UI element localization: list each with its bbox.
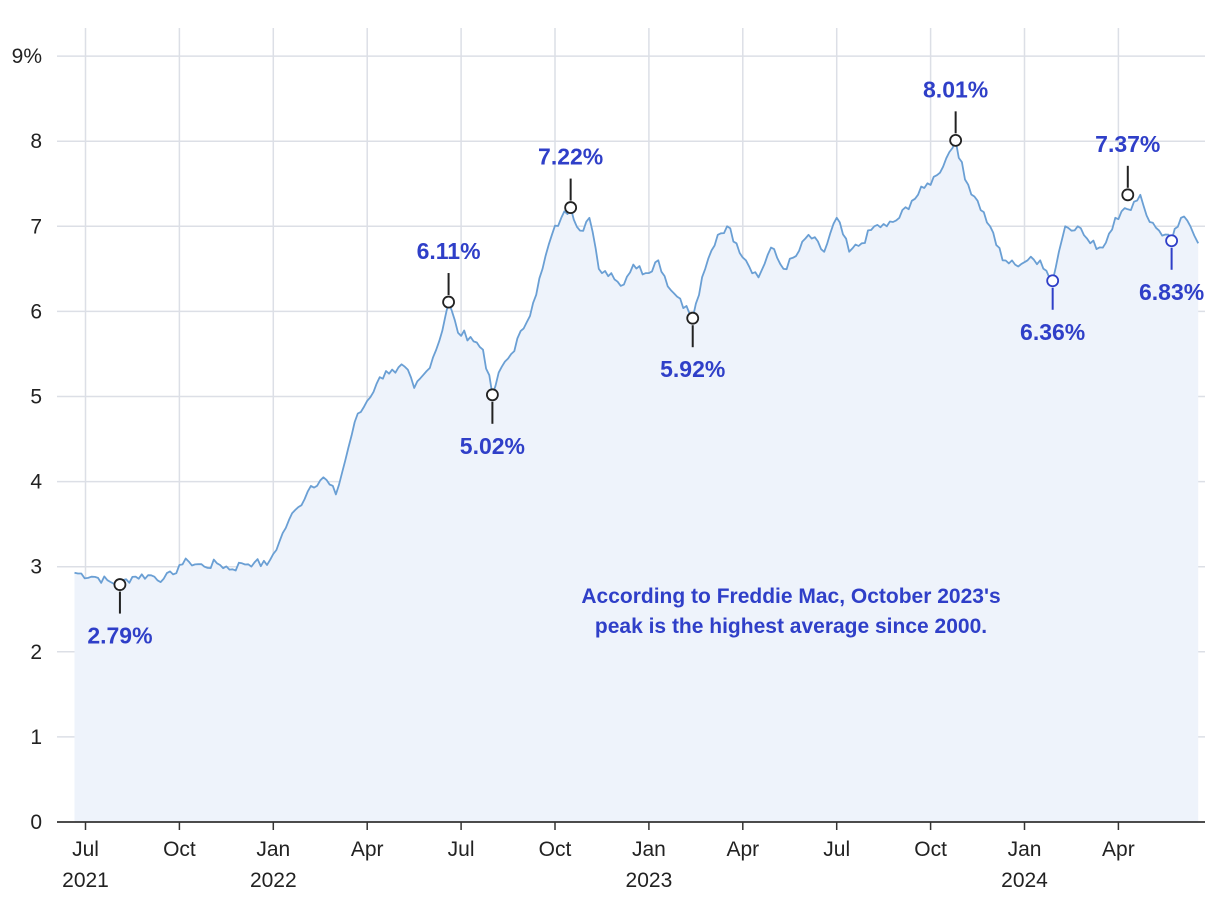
annotation: 6.83% <box>1139 234 1204 305</box>
annotation-label: 7.22% <box>538 144 603 170</box>
y-tick-label: 2 <box>30 641 42 664</box>
annotation-label: 6.36% <box>1020 319 1085 345</box>
series-line <box>74 139 1200 587</box>
y-tick-label: 4 <box>30 471 42 494</box>
y-tick-label: 7 <box>30 215 42 238</box>
y-tick-label: 0 <box>30 811 42 834</box>
x-tick-year: 2023 <box>626 869 673 892</box>
x-tick-year: 2021 <box>62 869 109 892</box>
x-tick-label: Jan <box>632 838 666 861</box>
x-tick-year: 2024 <box>1001 869 1048 892</box>
annotation-marker <box>949 133 963 147</box>
series-area <box>74 140 1199 823</box>
annotation-label: 6.83% <box>1139 279 1204 305</box>
x-tick-label: Oct <box>163 838 196 861</box>
annotation: 2.79% <box>87 578 153 649</box>
annotation-label: 5.92% <box>660 356 725 382</box>
annotation-marker <box>686 311 700 325</box>
y-tick-label: 5 <box>30 386 42 409</box>
y-tick-label: 1 <box>30 726 42 749</box>
annotation-label: 5.02% <box>460 433 525 459</box>
annotation: 5.92% <box>660 311 725 382</box>
y-tick-label: 6 <box>30 300 42 323</box>
axes: 0 1 2 3 4 5 6 7 8 9% Jul 2021 Oct Jan 2022 Apr Jul Oct Jan… <box>12 45 1205 892</box>
x-tick-label: Jan <box>256 838 290 861</box>
annotation: 7.37% <box>1095 131 1160 202</box>
note-line: peak is the highest average since 2000. <box>595 615 987 638</box>
annotation-marker <box>1121 188 1135 202</box>
annotation-marker <box>1165 234 1179 248</box>
x-tick-label: Oct <box>539 838 572 861</box>
annotation: 6.11% <box>417 238 481 309</box>
annotations: 2.79% 6.11% 5.02% 7.22% 5.92% 8.01% 6.36% 7.37%… <box>87 76 1204 648</box>
x-tick-label: Jul <box>823 838 850 861</box>
annotation: 5.02% <box>460 388 525 459</box>
y-tick-label: 9% <box>12 45 42 68</box>
x-tick-year: 2022 <box>250 869 297 892</box>
annotation-marker <box>564 201 578 214</box>
x-tick-label: Apr <box>351 838 384 861</box>
annotation-label: 8.01% <box>923 76 988 102</box>
annotation-marker <box>113 578 127 591</box>
annotation-label: 6.11% <box>417 238 481 264</box>
annotation-label: 2.79% <box>87 623 152 649</box>
rate-line <box>74 139 1200 587</box>
annotation-marker <box>442 295 455 309</box>
x-tick-label: Jan <box>1008 838 1042 861</box>
annotation-label: 7.37% <box>1095 131 1160 157</box>
chart-note: According to Freddie Mac, October 2023's… <box>581 585 1000 638</box>
note-line: According to Freddie Mac, October 2023's <box>581 585 1000 608</box>
annotation-marker <box>485 388 499 402</box>
annotation: 7.22% <box>538 144 603 214</box>
x-tick-label: Apr <box>1102 838 1135 861</box>
y-tick-label: 3 <box>30 556 42 579</box>
annotation: 6.36% <box>1020 274 1085 345</box>
x-tick-label: Apr <box>726 838 759 861</box>
y-tick-label: 8 <box>30 130 42 153</box>
annotation-marker <box>1046 274 1060 288</box>
x-tick-label: Oct <box>914 838 947 861</box>
rate-area <box>74 140 1199 823</box>
x-tick-label: Jul <box>448 838 475 861</box>
x-tick-label: Jul <box>72 838 99 861</box>
annotation: 8.01% <box>923 76 988 147</box>
